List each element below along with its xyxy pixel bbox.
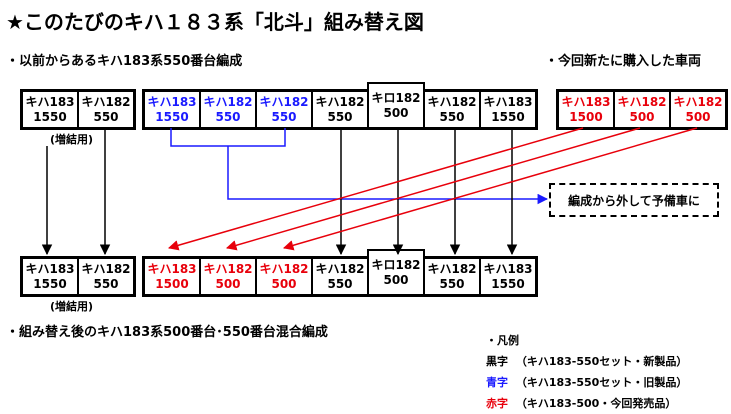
car-type: キハ183: [483, 261, 533, 276]
car-after-main-4: キハ182 550: [313, 259, 367, 294]
car-type: キハ182: [81, 261, 131, 276]
heading-after: ・組み替え後のキハ183系500番台･550番台混合編成: [6, 325, 328, 340]
arrow-red-2: [225, 127, 641, 251]
car-number: 1550: [491, 276, 525, 291]
car-number: 550: [93, 276, 119, 291]
car-new-cars-2: キハ182 500: [615, 92, 669, 127]
car-number: 500: [685, 109, 711, 124]
car-before-main-6: キハ182 550: [425, 92, 479, 127]
legend-title: ・凡例: [486, 334, 519, 347]
legend: ・凡例 黒字 （キハ183-550セット・新製品） 青字 （キハ183-550セ…: [486, 330, 687, 414]
formation-after-main: キハ183 1500 キハ182 500 キハ182 500 キハ182 550 キロ182 50…: [142, 249, 538, 297]
car-after-left-2: キハ182 550: [79, 259, 133, 294]
car-type: キハ182: [259, 261, 309, 276]
car-number: 550: [439, 276, 465, 291]
car-type: キハ183: [561, 94, 611, 109]
car-after-main-6: キハ182 550: [425, 259, 479, 294]
car-type: キロ182: [371, 90, 421, 105]
car-type: キロ182: [371, 257, 421, 272]
car-number: 550: [327, 109, 353, 124]
car-type: キハ182: [673, 94, 723, 109]
car-before-main-7: キハ183 1550: [481, 92, 535, 127]
car-type: キハ183: [483, 94, 533, 109]
car-type: キハ183: [147, 261, 197, 276]
car-number: 1550: [491, 109, 525, 124]
legend-desc-black: （キハ183-550セット・新製品）: [515, 355, 688, 368]
car-type: キハ182: [427, 261, 477, 276]
formation-after-left: キハ183 1550 キハ182 550: [20, 256, 136, 297]
car-number: 1500: [155, 276, 189, 291]
car-before-main-2: キハ182 550: [201, 92, 255, 127]
car-number: 500: [271, 276, 297, 291]
car-after-main-5: キロ182 500: [367, 249, 425, 296]
car-type: キハ182: [81, 94, 131, 109]
car-type: キハ182: [259, 94, 309, 109]
car-type: キハ183: [25, 261, 75, 276]
car-number: 1550: [33, 109, 67, 124]
note-additional-top: (増結用): [50, 133, 94, 146]
car-number: 500: [629, 109, 655, 124]
car-after-main-2: キハ182 500: [201, 259, 255, 294]
car-after-main-3: キハ182 500: [257, 259, 311, 294]
arrow-red-3: [282, 127, 698, 251]
formation-before-main: キハ183 1550 キハ182 550 キハ182 550 キハ182 550 キロ182 50…: [142, 82, 538, 130]
car-type: キハ183: [147, 94, 197, 109]
page-title: ★このたびのキハ１８３系「北斗」組み替え図: [6, 10, 424, 34]
legend-row-red: 赤字 （キハ183-500・今回発売品）: [486, 393, 687, 414]
car-before-main-3: キハ182 550: [257, 92, 311, 127]
note-additional-bottom: (増結用): [50, 300, 94, 313]
car-after-main-1: キハ183 1500: [145, 259, 199, 294]
car-number: 550: [93, 109, 119, 124]
car-number: 550: [215, 109, 241, 124]
car-after-left-1: キハ183 1550: [23, 259, 77, 294]
heading-new: ・今回新たに購入した車両: [545, 54, 702, 69]
legend-row-black: 黒字 （キハ183-550セット・新製品）: [486, 351, 687, 372]
car-before-left-2: キハ182 550: [79, 92, 133, 127]
car-number: 1500: [569, 109, 603, 124]
car-type: キハ182: [203, 94, 253, 109]
car-number: 550: [271, 109, 297, 124]
formation-before-left: キハ183 1550 キハ182 550: [20, 89, 136, 130]
car-type: キハ182: [315, 261, 365, 276]
legend-desc-red: （キハ183-500・今回発売品）: [515, 397, 677, 410]
car-new-cars-3: キハ182 500: [671, 92, 725, 127]
legend-key-red: 赤字: [486, 397, 508, 410]
car-type: キハ182: [427, 94, 477, 109]
car-type: キハ182: [203, 261, 253, 276]
car-new-cars-1: キハ183 1500: [559, 92, 613, 127]
car-after-main-7: キハ183 1550: [481, 259, 535, 294]
spare-cars-label: 編成から外して予備車に: [568, 193, 700, 208]
car-number: 500: [383, 272, 409, 287]
legend-key-black: 黒字: [486, 355, 508, 368]
legend-key-blue: 青字: [486, 376, 508, 389]
formation-new-cars: キハ183 1500 キハ182 500 キハ182 500: [556, 89, 728, 130]
car-number: 550: [439, 109, 465, 124]
car-type: キハ183: [25, 94, 75, 109]
car-type: キハ182: [315, 94, 365, 109]
legend-row-blue: 青字 （キハ183-550セット・旧製品）: [486, 372, 687, 393]
car-number: 1550: [33, 276, 67, 291]
car-number: 1550: [155, 109, 189, 124]
car-before-main-5: キロ182 500: [367, 82, 425, 129]
car-before-left-1: キハ183 1550: [23, 92, 77, 127]
car-before-main-4: キハ182 550: [313, 92, 367, 127]
car-number: 500: [383, 105, 409, 120]
heading-existing: ・以前からあるキハ183系550番台編成: [6, 54, 243, 69]
car-number: 550: [327, 276, 353, 291]
car-type: キハ182: [617, 94, 667, 109]
spare-cars-box: 編成から外して予備車に: [549, 183, 719, 217]
arrow-blue-bracket: [170, 128, 286, 147]
car-number: 500: [215, 276, 241, 291]
legend-desc-blue: （キハ183-550セット・旧製品）: [515, 376, 688, 389]
arrow-blue-spare: [227, 146, 549, 205]
car-before-main-1: キハ183 1550: [145, 92, 199, 127]
arrow-red-1: [167, 127, 584, 251]
